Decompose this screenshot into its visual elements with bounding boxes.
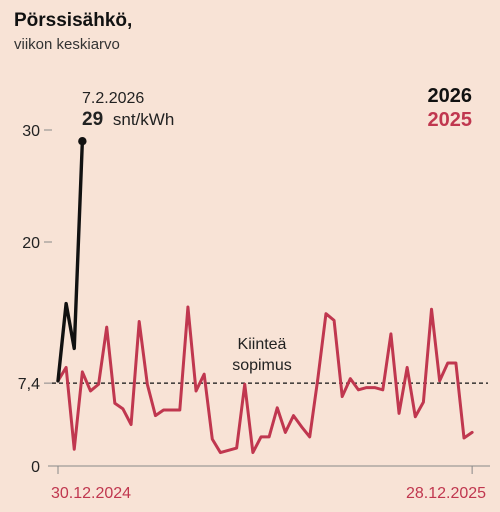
y-tick-label: 7,4 (18, 376, 40, 393)
point-2026-latest (78, 137, 87, 146)
x-label-end: 28.12.2025 (406, 485, 486, 502)
annotation-value: 29 (82, 109, 103, 130)
y-tick-label: 30 (22, 123, 40, 140)
y-tick-label: 0 (31, 459, 40, 476)
reference-label-line1: Kiinteä (238, 336, 287, 353)
chart-subtitle: viikon keskiarvo (14, 36, 120, 53)
reference-label-line2: sopimus (232, 357, 292, 374)
annotation-value-line: 29 snt/kWh (82, 109, 174, 130)
series-line-2026 (56, 139, 85, 383)
y-tick-label: 20 (22, 235, 40, 252)
legend-2026: 2026 (428, 85, 473, 107)
annotation-unit: snt/kWh (113, 110, 174, 129)
chart-title: Pörssisähkö, (14, 10, 132, 31)
annotation-date: 7.2.2026 (82, 90, 144, 107)
series-line-2025 (56, 305, 474, 455)
legend-2025: 2025 (428, 109, 473, 131)
x-label-start: 30.12.2024 (51, 485, 131, 502)
